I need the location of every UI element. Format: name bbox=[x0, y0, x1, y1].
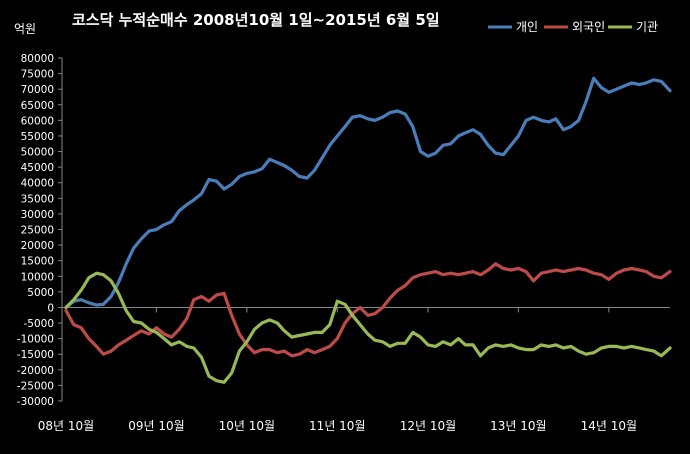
legend: 개인 외국인 기관 bbox=[488, 20, 658, 34]
y-tick-label: 50000 bbox=[21, 147, 54, 159]
y-tick-label: 10000 bbox=[21, 271, 54, 283]
y-tick-label: 45000 bbox=[21, 162, 54, 174]
y-tick-label: 80000 bbox=[21, 53, 54, 65]
series-group bbox=[64, 76, 672, 384]
y-tick-label: 25000 bbox=[21, 225, 54, 237]
series-line-1 bbox=[64, 262, 672, 358]
y-tick-label: 70000 bbox=[21, 84, 54, 96]
series-line-2 bbox=[64, 271, 672, 384]
chart-title: 코스닥 누적순매수 2008년10월 1일~2015년 6월 5일 bbox=[72, 11, 440, 29]
y-tick-label: -20000 bbox=[17, 365, 54, 377]
y-tick-label: 20000 bbox=[21, 240, 54, 252]
legend-label-2: 기관 bbox=[636, 20, 658, 34]
y-tick-label: 75000 bbox=[21, 69, 54, 81]
y-tick-label: 35000 bbox=[21, 193, 54, 205]
y-tick-label: -25000 bbox=[17, 380, 54, 392]
y-tick-label: 60000 bbox=[21, 115, 54, 127]
y-tick-label: 0 bbox=[47, 302, 54, 314]
x-tick-label: 09년 10월 bbox=[128, 419, 184, 433]
y-tick-label: 5000 bbox=[27, 287, 54, 299]
y-tick-label: 40000 bbox=[21, 178, 54, 190]
y-tick-label: 30000 bbox=[21, 209, 54, 221]
x-tick-label: 14년 10월 bbox=[581, 419, 637, 433]
x-tick-label: 12년 10월 bbox=[400, 419, 456, 433]
x-tick-label: 08년 10월 bbox=[38, 419, 94, 433]
y-tick-label: 55000 bbox=[21, 131, 54, 143]
x-tick-label: 13년 10월 bbox=[490, 419, 546, 433]
y-tick-label: 65000 bbox=[21, 100, 54, 112]
x-tick-label: 10년 10월 bbox=[219, 419, 275, 433]
y-tick-label: -10000 bbox=[17, 334, 54, 346]
y-tick-label: 15000 bbox=[21, 256, 54, 268]
x-tick-label: 11년 10월 bbox=[309, 419, 365, 433]
unit-label: 억원 bbox=[14, 22, 36, 36]
x-axis: 08년 10월 09년 10월 10년 10월 11년 10월 12년 10월 13년 1… bbox=[38, 306, 670, 433]
y-axis: 8000075000700006500060000550005000045000… bbox=[17, 53, 63, 408]
series-line-0 bbox=[64, 76, 672, 310]
legend-label-0: 개인 bbox=[516, 20, 538, 34]
y-tick-label: -30000 bbox=[17, 396, 54, 408]
legend-label-1: 외국인 bbox=[572, 20, 605, 34]
y-tick-label: -5000 bbox=[23, 318, 54, 330]
y-tick-label: -15000 bbox=[17, 349, 54, 361]
